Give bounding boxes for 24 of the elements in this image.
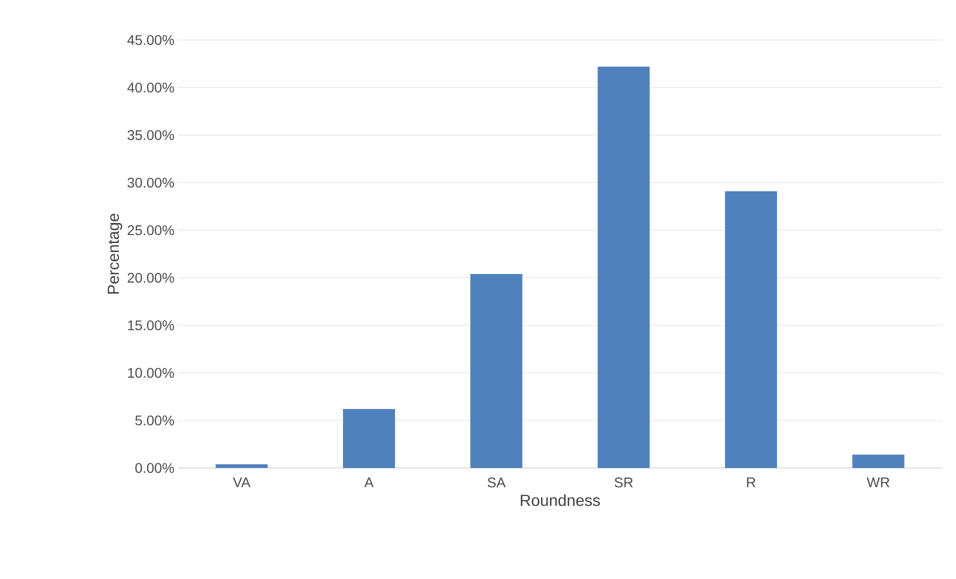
y-axis-title: Percentage [108,214,122,294]
y-tick-label: 45.00% [127,35,174,45]
x-tick-label: A [364,478,374,488]
bar [852,454,904,468]
y-tick-label: 25.00% [128,225,174,236]
y-tick-label: 5.00% [135,415,174,426]
x-tick-label: WR [866,478,890,488]
bar [470,274,522,468]
x-axis-title: Roundness [520,494,600,506]
y-tick-label: 10.00% [128,368,174,378]
x-tick-label: VA [232,478,250,488]
x-tick-label: SA [488,478,506,488]
y-tick-label: 15.00% [128,320,174,330]
y-tick-label: 35.00% [128,130,174,140]
bar [598,66,650,468]
y-tick-label: 40.00% [127,82,174,93]
bar [725,191,778,468]
bar [216,464,268,468]
x-tick-label: SR [614,478,633,488]
bar [343,409,396,468]
y-tick-label: 0.00% [135,463,174,473]
x-tick-label: R [747,478,756,488]
y-tick-label: 30.00% [128,178,174,188]
y-tick-label: 20.00% [128,272,174,283]
